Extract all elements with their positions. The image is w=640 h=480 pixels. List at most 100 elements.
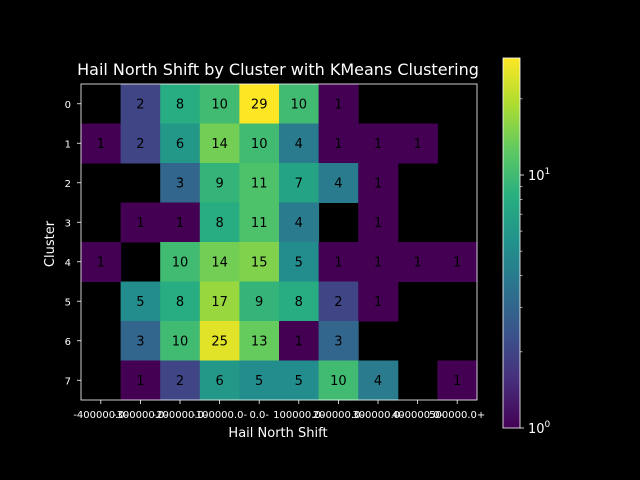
cell-value-label: 5 bbox=[136, 295, 144, 310]
cell-value-label: 11 bbox=[251, 216, 268, 231]
heatmap-cell bbox=[239, 281, 280, 322]
heatmap-cell bbox=[318, 242, 359, 282]
heatmap-cell bbox=[160, 123, 201, 164]
x-axis-label: Hail North Shift bbox=[228, 426, 327, 441]
heatmap-cell bbox=[199, 281, 240, 322]
heatmap-cell bbox=[120, 360, 161, 401]
cell-value-label: 13 bbox=[251, 334, 268, 349]
heatmap-cell bbox=[397, 123, 438, 164]
x-tick-label: 400000.0- bbox=[392, 410, 444, 421]
y-axis-label: Cluster bbox=[43, 220, 58, 267]
cell-value-label: 29 bbox=[251, 97, 268, 112]
heatmap-cell bbox=[318, 360, 359, 401]
cell-value-label: 14 bbox=[211, 137, 228, 152]
cell-value-label: 2 bbox=[176, 374, 184, 389]
heatmap-cell bbox=[437, 360, 478, 401]
cell-value-label: 1 bbox=[374, 216, 382, 231]
cell-value-label: 1 bbox=[136, 216, 144, 231]
heatmap-cell bbox=[160, 360, 201, 401]
heatmap-cell bbox=[120, 84, 161, 124]
heatmap-cell bbox=[199, 84, 240, 124]
heatmap-cell bbox=[199, 202, 240, 243]
heatmap-cell bbox=[279, 360, 320, 401]
cell-value-label: 1 bbox=[453, 255, 461, 270]
x-tick-label: 0.0- bbox=[249, 410, 269, 421]
cell-value-label: 9 bbox=[255, 295, 263, 310]
heatmap-cell bbox=[199, 242, 240, 282]
colorbar-tick-label: 100 bbox=[528, 420, 551, 437]
cell-value-label: 1 bbox=[334, 97, 342, 112]
cell-value-label: 17 bbox=[211, 295, 228, 310]
heatmap-cell bbox=[279, 242, 320, 282]
chart-title: Hail North Shift by Cluster with KMeans … bbox=[77, 60, 479, 79]
heatmap-cell bbox=[160, 84, 201, 124]
cell-value-label: 4 bbox=[295, 216, 303, 231]
cell-value-label: 5 bbox=[255, 374, 263, 389]
y-axis-ticks: 0 1 2 3 4 5 6 7 bbox=[65, 100, 81, 387]
heatmap-cell bbox=[279, 281, 320, 322]
cell-value-label: 10 bbox=[172, 255, 189, 270]
cell-value-label: 10 bbox=[172, 334, 189, 349]
heatmap-cell bbox=[199, 163, 240, 203]
x-tick-label: 100000.0- bbox=[273, 410, 325, 421]
cell-value-label: 1 bbox=[413, 137, 421, 152]
heatmap-cell bbox=[239, 202, 280, 243]
cell-value-label: 3 bbox=[136, 334, 144, 349]
heatmap-cell bbox=[318, 123, 359, 164]
heatmap-cell bbox=[279, 163, 320, 203]
heatmap-cell bbox=[120, 321, 161, 361]
cell-value-label: 25 bbox=[211, 334, 228, 349]
heatmap-cell bbox=[120, 281, 161, 322]
cell-value-label: 1 bbox=[176, 216, 184, 231]
heatmap-cell bbox=[160, 242, 201, 282]
plot-frame bbox=[80, 83, 478, 401]
heatmap-cell bbox=[358, 202, 399, 243]
cell-value-label: 1 bbox=[374, 295, 382, 310]
cell-value-label: 2 bbox=[136, 97, 144, 112]
heatmap-cell bbox=[199, 123, 240, 164]
heatmap-cell bbox=[318, 321, 359, 361]
cell-value-label: 4 bbox=[295, 137, 303, 152]
x-tick-label: -400000.0- bbox=[73, 410, 128, 421]
cell-value-label: 1 bbox=[413, 255, 421, 270]
x-tick-label: -100000.0- bbox=[192, 410, 247, 421]
heatmap-cell bbox=[437, 242, 478, 282]
x-tick-label: -200000.0- bbox=[153, 410, 208, 421]
cell-value-label: 8 bbox=[295, 295, 303, 310]
heatmap-cell bbox=[358, 163, 399, 203]
heatmap-cell bbox=[358, 360, 399, 401]
heatmap-cell bbox=[318, 84, 359, 124]
cell-value-label: 15 bbox=[251, 255, 268, 270]
y-tick-label: 6 bbox=[65, 337, 71, 348]
cell-value-label: 1 bbox=[374, 176, 382, 191]
cell-value-label: 1 bbox=[136, 374, 144, 389]
cell-value-label: 10 bbox=[291, 97, 308, 112]
x-axis-ticks: -400000.0--300000.0--200000.0--100000.0-… bbox=[73, 400, 485, 421]
cell-value-label: 4 bbox=[334, 176, 342, 191]
y-tick-label: 4 bbox=[65, 258, 71, 269]
y-tick-label: 3 bbox=[65, 218, 71, 229]
cell-value-label: 3 bbox=[334, 334, 342, 349]
x-tick-label: 200000.0- bbox=[313, 410, 365, 421]
heatmap-cell bbox=[279, 202, 320, 243]
y-tick-label: 5 bbox=[65, 297, 71, 308]
cell-value-label: 5 bbox=[295, 374, 303, 389]
heatmap-cell bbox=[120, 202, 161, 243]
colorbar bbox=[502, 57, 521, 429]
heatmap-cell bbox=[239, 123, 280, 164]
cell-value-label: 11 bbox=[251, 176, 268, 191]
heatmap-cell bbox=[279, 321, 320, 361]
cell-value-label: 1 bbox=[97, 255, 105, 270]
cell-value-label: 6 bbox=[176, 137, 184, 152]
heatmap-cells bbox=[81, 84, 478, 401]
x-tick-label: -300000.0- bbox=[113, 410, 168, 421]
y-tick-label: 7 bbox=[65, 376, 71, 387]
heatmap-cell bbox=[239, 360, 280, 401]
x-tick-label: 300000.0- bbox=[352, 410, 404, 421]
cell-value-label: 1 bbox=[334, 255, 342, 270]
cell-value-label: 5 bbox=[295, 255, 303, 270]
heatmap-cell bbox=[120, 123, 161, 164]
cell-value-label: 2 bbox=[136, 137, 144, 152]
heatmap-cell bbox=[199, 360, 240, 401]
